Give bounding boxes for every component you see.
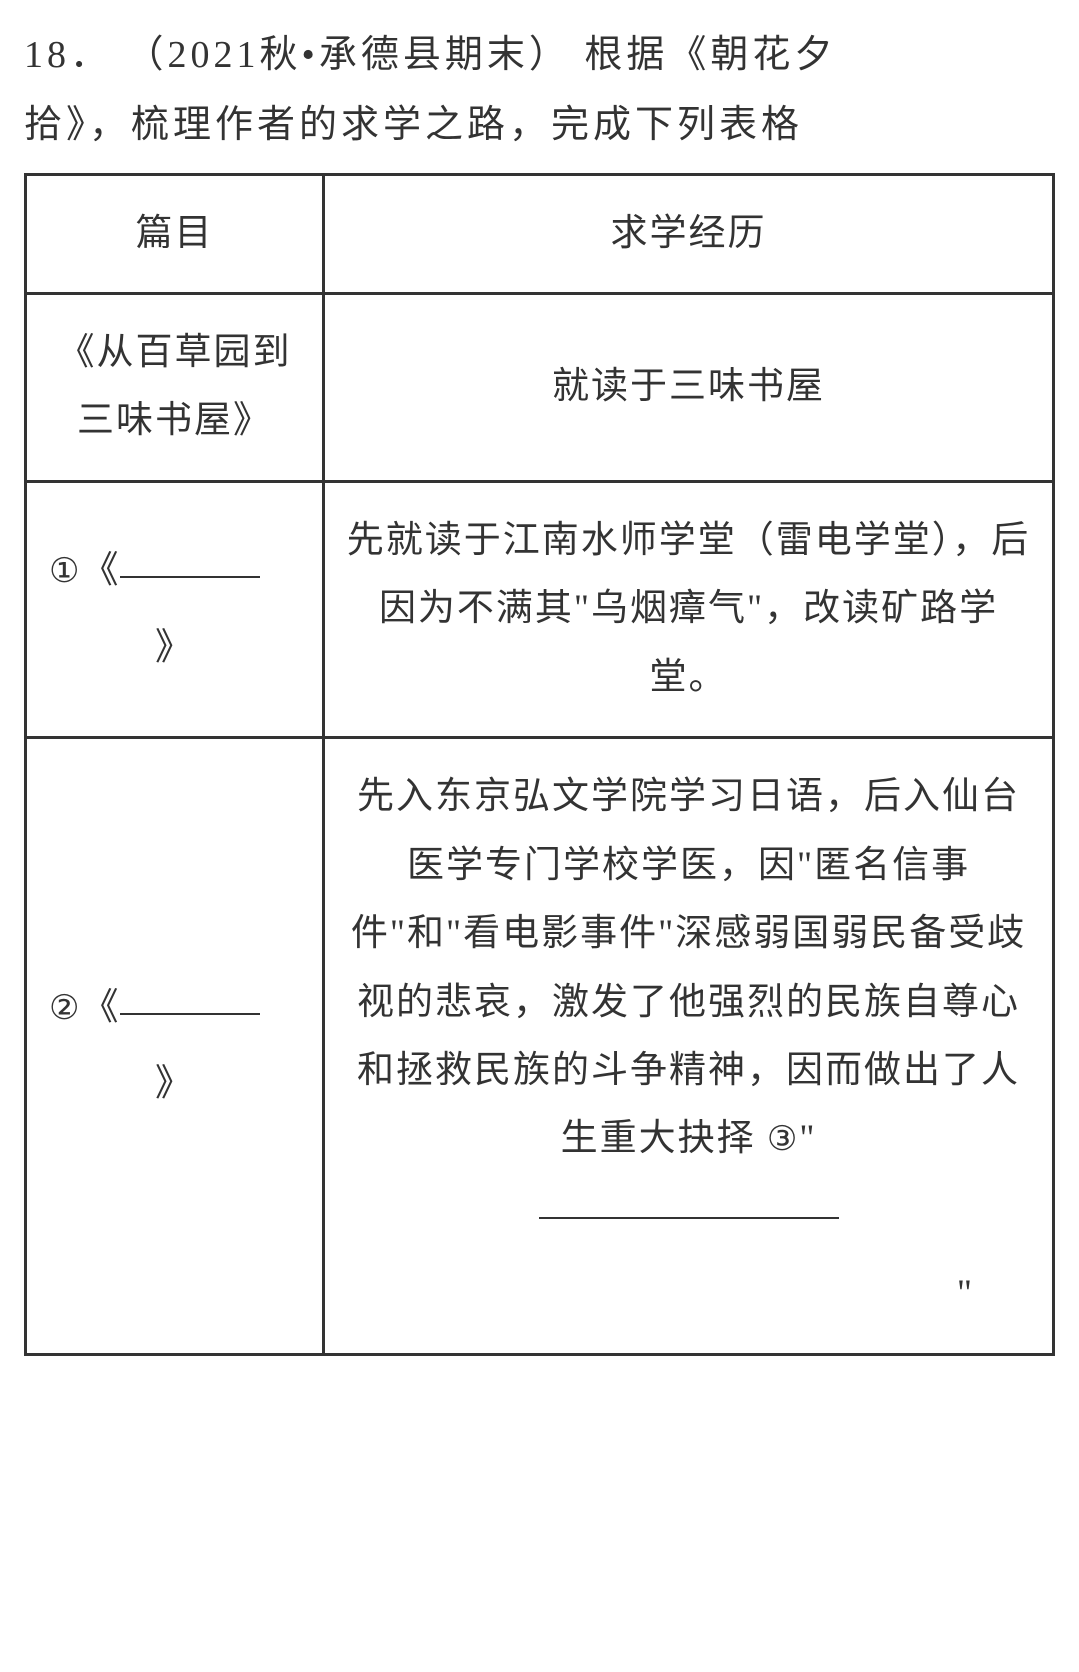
fill-blank-2[interactable]	[120, 1013, 260, 1015]
table-row: ②《 》 先入东京弘文学院学习日语，后入仙台医学专门学校学医，因"匿名信事件"和…	[26, 738, 1054, 1355]
question-prompt-1: 根据《朝花夕	[584, 34, 836, 76]
question-source: （2021秋•承德县期末）	[126, 34, 571, 76]
row1-title: 《从百草园到三味书屋》	[26, 294, 324, 482]
row2-content: 先就读于江南水师学堂（雷电学堂），后因为不满其"乌烟瘴气"，改读矿路学堂。	[324, 481, 1054, 737]
row1-content: 就读于三味书屋	[324, 294, 1054, 482]
header-content: 求学经历	[324, 174, 1054, 293]
study-path-table: 篇目 求学经历 《从百草园到三味书屋》 就读于三味书屋 ①《 》 先就读于江南水…	[24, 173, 1055, 1356]
row3-title: ②《 》	[26, 738, 324, 1355]
marker-1: ①	[49, 553, 81, 590]
open-bracket-1: 《	[81, 550, 120, 591]
marker-2: ②	[49, 990, 81, 1027]
table-header-row: 篇目 求学经历	[26, 174, 1054, 293]
question-header: 18． （2021秋•承德县期末） 根据《朝花夕 拾》，梳理作者的求学之路，完成…	[24, 20, 1055, 161]
row3-text: 先入东京弘文学院学习日语，后入仙台医学专门学校学医，因"匿名信事件"和"看电影事…	[351, 776, 1026, 1159]
fill-blank-1[interactable]	[120, 576, 260, 578]
table-row: 《从百草园到三味书屋》 就读于三味书屋	[26, 294, 1054, 482]
fill-blank-3[interactable]	[539, 1217, 839, 1219]
marker-3: ③	[767, 1121, 799, 1158]
open-bracket-2: 《	[81, 987, 120, 1028]
table-row: ①《 》 先就读于江南水师学堂（雷电学堂），后因为不满其"乌烟瘴气"，改读矿路学…	[26, 481, 1054, 737]
close-bracket-1: 》	[155, 627, 194, 668]
header-title: 篇目	[26, 174, 324, 293]
open-quote-3: "	[799, 1118, 816, 1159]
row2-title: ①《 》	[26, 481, 324, 737]
close-quote-3: "	[343, 1260, 1034, 1328]
question-number: 18．	[24, 34, 112, 76]
row3-content: 先入东京弘文学院学习日语，后入仙台医学专门学校学医，因"匿名信事件"和"看电影事…	[324, 738, 1054, 1355]
close-bracket-2: 》	[155, 1063, 194, 1104]
question-prompt-2: 拾》，梳理作者的求学之路，完成下列表格	[24, 104, 803, 146]
